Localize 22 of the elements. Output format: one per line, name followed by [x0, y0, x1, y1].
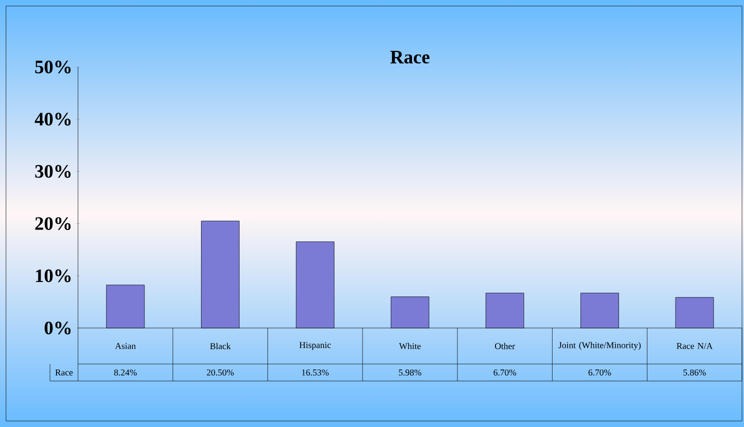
- data-label: 8.24%: [114, 369, 137, 376]
- x-tick-label: Race N/A: [676, 342, 713, 350]
- x-tick-label: Black: [210, 342, 231, 350]
- x-tick-label: Hispanic: [299, 342, 331, 350]
- chart-title: Race: [390, 50, 430, 64]
- y-tick-label: 10%: [36, 269, 71, 282]
- x-tick-label: Joint (White/Minority): [558, 342, 641, 350]
- data-label: 5.86%: [684, 369, 706, 376]
- y-tick-label: 0%: [44, 322, 71, 334]
- y-tick-label: 40%: [34, 112, 71, 126]
- data-label: 16.53%: [302, 369, 329, 376]
- y-tick-label: 30%: [35, 164, 71, 178]
- y-tick-label: 50%: [35, 60, 71, 74]
- data-label: 5.98%: [398, 369, 422, 376]
- data-label: 6.70%: [588, 369, 612, 376]
- y-tick-label: 20%: [35, 217, 71, 230]
- data-label: 6.70%: [494, 369, 516, 376]
- x-tick-label: Other: [495, 342, 515, 350]
- x-tick-label: White: [399, 342, 421, 350]
- legend-label: Race: [55, 370, 73, 376]
- data-label: 20.50%: [206, 369, 234, 376]
- x-tick-label: Asian: [115, 342, 136, 350]
